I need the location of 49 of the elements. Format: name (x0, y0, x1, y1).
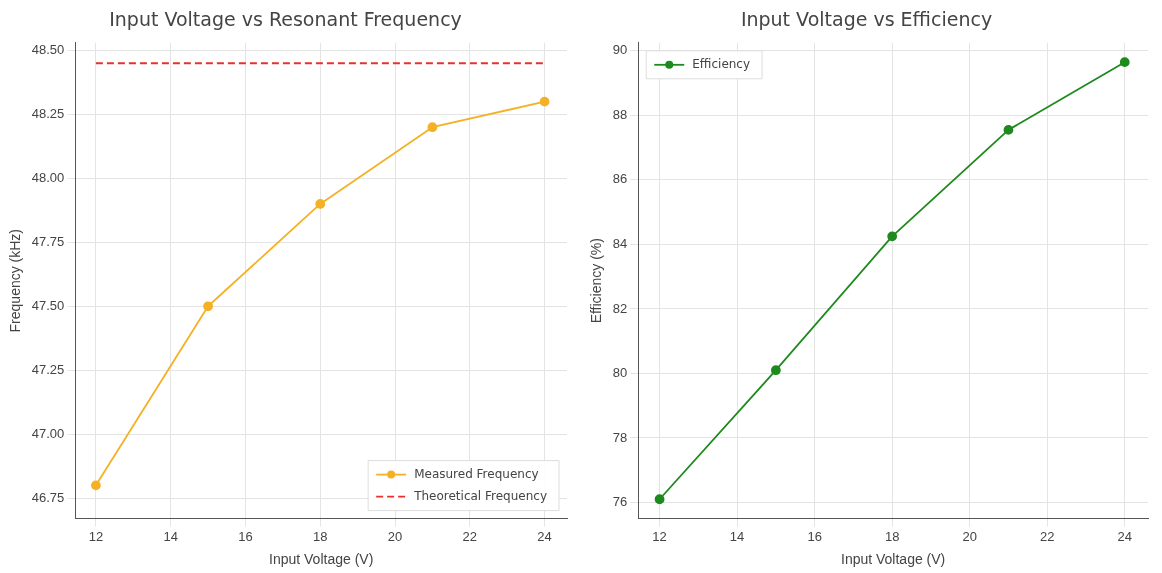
point (1119, 57, 1130, 68)
y-tick-label: 82 (612, 300, 628, 316)
y-tick-label: 88 (612, 106, 628, 122)
x-axis-title: Input Voltage (V) (269, 551, 374, 568)
y-tick-label: 47.50 (31, 297, 65, 313)
x-tick-label: 20 (962, 528, 977, 544)
x-axis-title: Input Voltage (V) (840, 551, 946, 568)
y-tick-label: 47.00 (31, 425, 65, 441)
x-tick-label: 22 (462, 528, 478, 544)
y-tick-label: 47.75 (31, 233, 65, 249)
x-tick-label: 16 (238, 528, 253, 544)
y-axis-title: Frequency (kHz) (7, 228, 24, 333)
y-tick-label: 47.25 (31, 361, 65, 377)
point (1003, 125, 1014, 135)
y-tick-label: 84 (612, 235, 628, 251)
y-tick-label: 76 (612, 494, 628, 510)
y-tick-label: 48.00 (31, 169, 65, 185)
x-tick-label: 12 (88, 528, 104, 544)
y-tick-label: 48.50 (31, 42, 65, 58)
point (427, 122, 438, 133)
chart-title: Input Voltage vs Resonant Frequency (109, 8, 462, 31)
y-tick-label: 46.75 (31, 489, 65, 505)
legend-label: Efficiency (692, 56, 751, 71)
point (91, 480, 101, 491)
x-tick-label: 18 (884, 528, 900, 544)
point (315, 199, 326, 209)
y-tick-label: 86 (612, 171, 628, 187)
x-tick-label: 20 (387, 528, 403, 544)
x-tick-label: 22 (1039, 528, 1055, 544)
y-tick-label: 80 (612, 365, 628, 381)
x-tick-label: 14 (163, 528, 178, 544)
y-tick-label: 90 (612, 42, 628, 58)
legend-label: Measured Frequency (414, 466, 539, 481)
point (887, 231, 898, 242)
y-axis-title: Efficiency (%) (588, 238, 605, 324)
chart-title: Input Voltage vs Efficiency (740, 8, 993, 31)
x-tick-label: 16 (807, 528, 822, 544)
y-tick-label: 78 (612, 429, 628, 445)
point (539, 96, 550, 107)
x-tick-label: 24 (1117, 528, 1132, 544)
x-tick-label: 18 (313, 528, 328, 544)
x-tick-label: 24 (537, 528, 552, 544)
legend-label: Theoretical Frequency (413, 488, 547, 503)
x-tick-label: 14 (729, 528, 745, 544)
point (770, 365, 781, 376)
point (203, 301, 213, 312)
x-tick-label: 12 (652, 528, 667, 544)
point (654, 494, 665, 505)
y-tick-label: 48.25 (31, 106, 65, 121)
